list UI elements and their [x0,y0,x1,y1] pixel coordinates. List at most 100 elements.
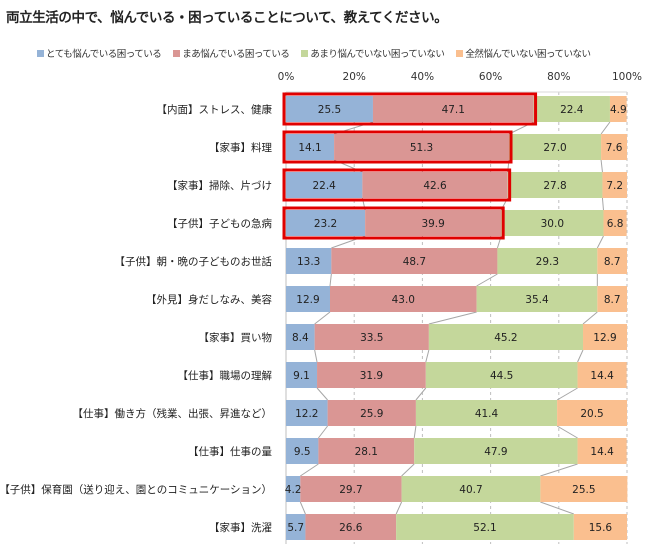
data-label: 25.5 [318,104,341,116]
bar-segment [317,362,426,388]
legend-label: とても悩んでいる困っている [46,49,162,60]
series-line [476,273,498,287]
series-line [556,387,578,401]
chart-title: 両立生活の中で、悩んでいる・困っていることについて、教えてください。 [6,10,448,26]
series-line [316,387,328,401]
bar-segment [603,210,627,236]
data-label: 42.6 [423,180,447,192]
bar-segment [509,134,602,160]
bar-segment [557,400,627,426]
bar-segment [318,438,415,464]
data-label: 9.1 [293,370,310,382]
legend-label: あまり悩んでいない困っていない [310,49,445,60]
data-label: 25.9 [360,408,383,420]
legend: とても悩んでいる困っている まあ悩んでいる困っている あまり悩んでいない困ってい… [37,46,591,60]
series-line [299,501,306,515]
data-label: 23.2 [314,218,337,230]
series-line [314,349,318,363]
data-label: 41.4 [475,408,499,420]
legend-item: あまり悩んでいない困っていない [301,46,445,60]
data-label: 47.9 [484,446,507,458]
bar-segment [286,476,301,502]
bar-segment [286,134,335,160]
x-tick-label: 60% [479,71,502,83]
series-line [600,121,611,135]
bar-segment [428,324,584,350]
series-line [556,425,578,439]
x-tick-label: 80% [547,71,570,83]
series-line [596,235,604,249]
bar-segment [286,400,328,426]
data-label: 12.9 [593,332,616,344]
data-label: 35.4 [525,294,549,306]
bar-segment [597,248,627,274]
series-line [317,425,328,439]
data-label: 39.9 [421,218,444,230]
category-label: 【家事】買い物 [199,331,273,344]
legend-swatch [173,49,181,57]
bar-segment [286,362,318,388]
bar-segment [327,400,416,426]
bar-segment [401,476,541,502]
bar-segment [602,172,627,198]
highlight-box [282,92,538,126]
data-label: 5.7 [287,522,304,534]
series-line [540,501,574,515]
data-label: 7.6 [606,142,623,154]
series-line [415,387,427,401]
data-label: 13.3 [297,256,320,268]
data-label: 27.0 [543,142,566,154]
bar-segment [286,286,330,312]
data-label: 22.4 [560,104,584,116]
data-label: 30.0 [541,218,564,230]
data-label: 14.1 [298,142,321,154]
series-line [329,273,332,287]
data-label: 8.4 [292,332,309,344]
bar-segment [329,286,477,312]
data-label: 7.2 [606,180,623,192]
x-tick-label: 0% [278,71,295,83]
data-label: 40.7 [459,484,482,496]
bar-segment [305,514,397,540]
bar-segment [365,210,502,236]
data-label: 48.7 [403,256,426,268]
data-label: 51.3 [410,142,433,154]
series-line [425,349,430,363]
bar-segment [286,324,315,350]
x-tick-label: 20% [343,71,366,83]
series-line [428,311,477,325]
category-label: 【仕事】仕事の量 [188,445,272,458]
bar-segment [425,362,578,388]
data-label: 8.7 [604,294,621,306]
bar-segment [507,172,603,198]
data-label: 15.6 [589,522,613,534]
bar-segment [286,96,373,122]
data-label: 45.2 [494,332,517,344]
legend-label: 全然悩んでいない困っていない [465,49,591,60]
data-label: 12.9 [296,294,319,306]
bar-segment [476,286,598,312]
legend-swatch [456,49,464,57]
series-line [314,311,331,325]
series-line [540,463,578,477]
data-label: 43.0 [392,294,415,306]
data-label: 26.6 [339,522,363,534]
bar-segment [372,96,534,122]
data-label: 52.1 [473,522,496,534]
data-label: 28.1 [355,446,378,458]
legend-item: まあ悩んでいる困っている [173,46,290,60]
legend-item: とても悩んでいる困っている [37,46,162,60]
bar-segment [331,248,498,274]
series-line [413,425,417,439]
category-label: 【家事】掃除、片づけ [167,179,272,192]
data-label: 47.1 [442,104,465,116]
bar-segment [501,210,604,236]
category-label: 【子供】朝・晩の子どものお世話 [115,255,273,268]
data-label: 31.9 [360,370,383,382]
category-label: 【内面】ストレス、健康 [157,103,273,116]
data-label: 6.8 [607,218,624,230]
data-label: 8.7 [604,256,621,268]
category-label: 【仕事】職場の理解 [178,369,273,382]
highlight-box [282,206,505,240]
category-label: 【子供】保育園（送り迎え、園とのコミュニケーション） [0,483,272,496]
